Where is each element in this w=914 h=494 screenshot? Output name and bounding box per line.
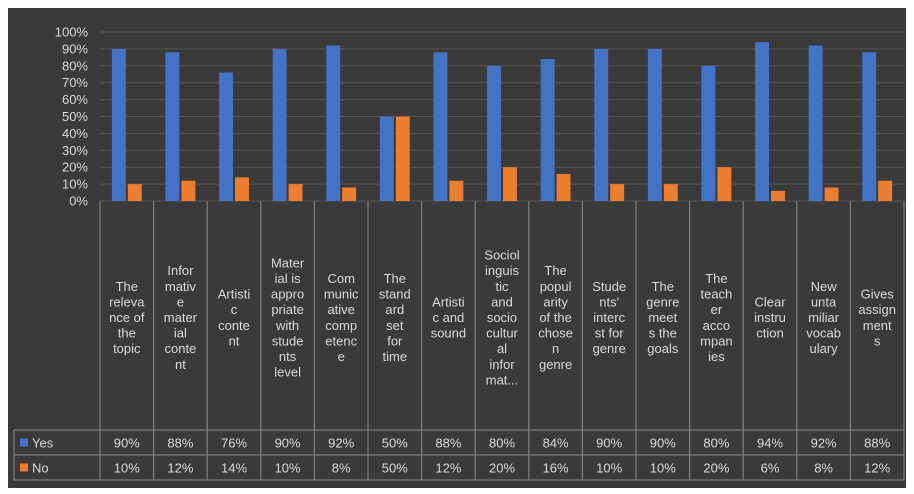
y-tick-label: 30%: [62, 143, 88, 158]
category-label: Infor mativ e mater ial conte nt: [164, 263, 198, 372]
bar-no-14: [824, 187, 839, 201]
data-label-no: 20%: [703, 461, 729, 476]
data-label-yes: 80%: [489, 436, 515, 451]
bar-yes-13: [755, 42, 769, 201]
data-label-no: 12%: [167, 461, 193, 476]
category-label: The releva nce of the topic: [109, 279, 145, 356]
y-tick-label: 70%: [62, 75, 88, 90]
category-label: New unta miliar vocab ulary: [806, 279, 841, 356]
data-label-no: 12%: [435, 461, 461, 476]
bar-yes-11: [647, 48, 662, 202]
data-label-yes: 90%: [650, 436, 676, 451]
bar-no-9: [556, 173, 571, 201]
bar-yes-9: [540, 59, 555, 201]
bar-yes-10: [594, 48, 609, 202]
bar-no-8: [503, 167, 517, 201]
data-label-no: 10%: [275, 461, 301, 476]
data-label-yes: 80%: [703, 436, 729, 451]
data-label-no: 50%: [382, 461, 408, 476]
data-label-no: 12%: [864, 461, 890, 476]
data-label-no: 20%: [489, 461, 515, 476]
category-label: Artisti c conte nt: [218, 287, 251, 349]
bar-no-7: [449, 180, 464, 201]
bar-no-1: [127, 184, 142, 201]
bar-no-5: [342, 187, 357, 201]
y-tick-label: 100%: [55, 25, 89, 40]
bar-no-3: [235, 177, 249, 201]
bar-no-2: [181, 180, 196, 201]
data-label-no: 14%: [221, 461, 247, 476]
bar-yes-7: [433, 52, 448, 201]
category-label: Com munic ative comp etenc e: [324, 271, 359, 364]
y-tick-label: 60%: [62, 92, 88, 107]
bar-yes-14: [808, 45, 823, 201]
data-label-yes: 94%: [757, 436, 783, 451]
bar-no-11: [663, 184, 678, 201]
bar-no-15: [878, 180, 893, 201]
data-label-yes: 90%: [596, 436, 622, 451]
category-label: The teach er acco mpan ies: [700, 271, 733, 364]
y-tick-label: 10%: [62, 177, 88, 192]
legend-label-no: No: [32, 461, 49, 476]
bar-yes-15: [862, 52, 877, 201]
bar-no-13: [771, 190, 785, 201]
bar-yes-4: [272, 48, 287, 202]
y-tick-label: 50%: [62, 109, 88, 124]
bar-yes-2: [165, 52, 180, 201]
data-label-yes: 84%: [543, 436, 569, 451]
data-label-yes: 90%: [114, 436, 140, 451]
legend-key-no: [20, 463, 28, 472]
data-label-yes: 92%: [811, 436, 837, 451]
data-label-yes: 92%: [328, 436, 354, 451]
y-tick-label: 40%: [62, 126, 88, 141]
category-label: The genre meet s the goals: [646, 279, 679, 356]
bar-yes-8: [487, 65, 501, 201]
y-tick-label: 20%: [62, 160, 88, 175]
chart-svg: 0%10%20%30%40%50%60%70%80%90%100% The rel…: [13, 25, 905, 481]
data-label-yes: 88%: [864, 436, 890, 451]
bar-yes-3: [219, 72, 233, 201]
data-label-no: 6%: [761, 461, 780, 476]
category-label: Stude nts' interc st for genre: [592, 279, 626, 356]
data-label-yes: 76%: [221, 436, 247, 451]
category-label: The stand ard set for time: [379, 271, 411, 364]
bar-yes-6: [379, 116, 394, 201]
data-label-no: 16%: [543, 461, 569, 476]
category-label: Artisti c and sound: [431, 294, 466, 340]
data-label-yes: 50%: [382, 436, 408, 451]
data-label-yes: 88%: [167, 436, 193, 451]
data-label-yes: 90%: [275, 436, 301, 451]
bar-yes-1: [111, 48, 126, 202]
category-label: Sociol inguis tic and socio cultur al infor mat.…: [484, 248, 520, 388]
chart-frame: 0% 10% 20% 30% 40% 50% 60% 70% 80% 90% 100% The rel…: [8, 8, 906, 488]
bar-no-10: [610, 184, 625, 201]
bar-yes-5: [326, 45, 341, 201]
data-label-yes: 88%: [435, 436, 461, 451]
legend-label-yes: Yes: [32, 436, 54, 451]
category-label: The popul arity of the chose n genre: [538, 263, 573, 372]
y-tick-label: 90%: [62, 41, 88, 56]
data-label-no: 8%: [332, 461, 351, 476]
category-label: Clear instru ction: [754, 294, 786, 340]
bar-no-6: [395, 116, 410, 201]
data-label-no: 8%: [814, 461, 833, 476]
category-label: Mater ial is appro priate with stude nts level: [271, 255, 305, 379]
bar-yes-12: [701, 65, 716, 201]
y-tick-label: 0%: [69, 194, 88, 209]
bar-no-4: [288, 184, 303, 201]
data-label-no: 10%: [596, 461, 622, 476]
legend-key-yes: [20, 438, 28, 447]
data-label-no: 10%: [650, 461, 676, 476]
data-label-no: 10%: [114, 461, 140, 476]
y-tick-label: 80%: [62, 58, 88, 73]
bar-no-12: [717, 167, 732, 201]
category-label: Gives assign ment s: [858, 287, 896, 349]
